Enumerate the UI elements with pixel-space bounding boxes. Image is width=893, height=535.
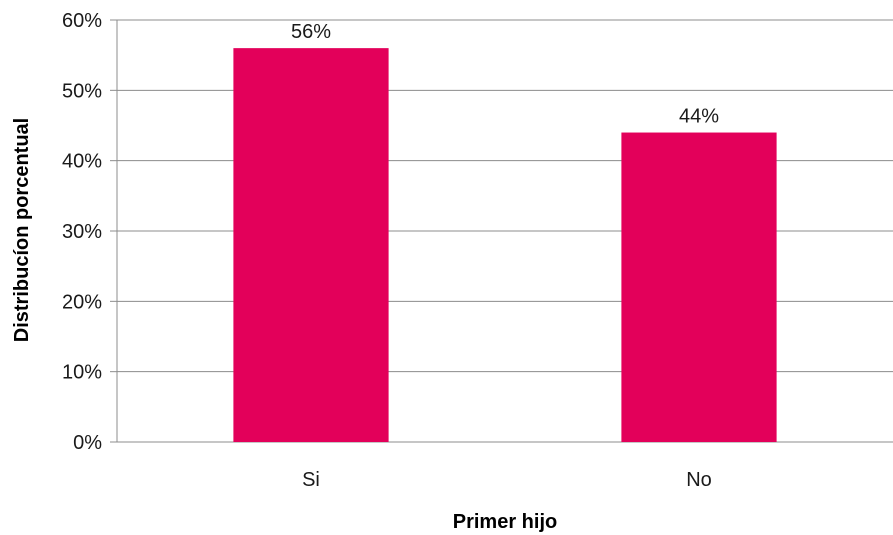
- bar-si: [233, 48, 389, 443]
- x-tick-label: Si: [302, 469, 320, 491]
- data-label: 56%: [291, 21, 331, 43]
- y-tick-label: 50%: [62, 80, 102, 102]
- y-tick-label: 30%: [62, 221, 102, 243]
- data-label: 44%: [679, 106, 719, 128]
- x-tick-label: No: [686, 469, 712, 491]
- x-axis-title: Primer hijo: [453, 511, 557, 533]
- bars: [233, 48, 777, 443]
- bar-no: [621, 132, 777, 443]
- y-tick-label: 40%: [62, 151, 102, 173]
- y-tick-label: 60%: [62, 10, 102, 32]
- y-axis-ticks: 0% 10% 20% 30% 40% 50% 60%: [62, 10, 117, 454]
- y-tick-label: 0%: [73, 432, 102, 454]
- y-tick-label: 10%: [62, 362, 102, 384]
- x-axis-ticks: Si No: [302, 469, 712, 491]
- y-axis-title: Distribucíon porcentual: [11, 118, 33, 342]
- y-tick-label: 20%: [62, 291, 102, 313]
- data-labels: 56% 44%: [291, 21, 719, 127]
